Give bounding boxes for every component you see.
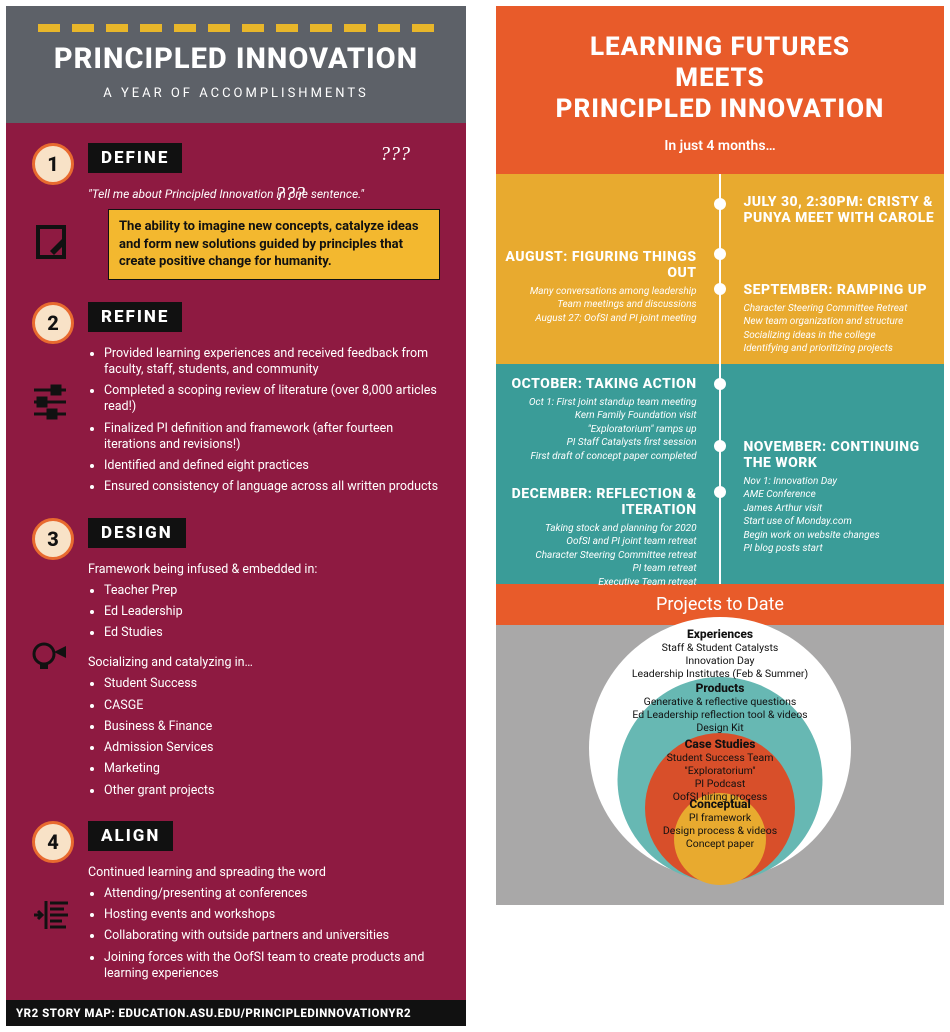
idea-icon bbox=[28, 636, 76, 684]
list-item: Joining forces with the OofSI team to cr… bbox=[104, 950, 440, 983]
step-design: 3 DESIGN Framework being infused & embed… bbox=[32, 518, 440, 799]
timeline-entry-head: NOVEMBER: CONTINUING THE WORK bbox=[743, 439, 944, 471]
list-item: CASGE bbox=[104, 698, 440, 714]
ring-text: Student Success Team"Exploratorium"PI Po… bbox=[600, 751, 840, 804]
list-item: Teacher Prep bbox=[104, 583, 440, 599]
step-title: ALIGN bbox=[88, 821, 173, 851]
timeline-teal: OCTOBER: TAKING ACTION Oct 1: First joint… bbox=[496, 364, 944, 584]
design-bullets-1: Teacher Prep Ed Leadership Ed Studies bbox=[104, 583, 440, 642]
right-title-3: PRINCIPLED INNOVATION bbox=[508, 94, 932, 125]
list-item: Ed Studies bbox=[104, 625, 440, 641]
projects-body: ExperiencesStaff & Student CatalystsInno… bbox=[496, 625, 944, 905]
right-infographic: LEARNING FUTURES MEETS PRINCIPLED INNOVA… bbox=[496, 6, 944, 1026]
step-title: DESIGN bbox=[88, 518, 186, 548]
step-number: 2 bbox=[32, 302, 74, 344]
timeline-entry: SEPTEMBER: RAMPING UP Character Steering … bbox=[733, 282, 944, 356]
ring-text: PI frameworkDesign process & videosConce… bbox=[600, 811, 840, 850]
timeline-entry: JULY 30, 2:30PM: CRISTY & PUNYA MEET WIT… bbox=[733, 194, 944, 230]
step-tagline: "Tell me about Principled Innovation in … bbox=[88, 187, 440, 201]
list-item: Business & Finance bbox=[104, 719, 440, 735]
ring-title: Case Studies bbox=[600, 737, 840, 751]
project-ring-label: ConceptualPI frameworkDesign process & v… bbox=[600, 797, 840, 850]
project-ring-label: ExperiencesStaff & Student CatalystsInno… bbox=[600, 627, 840, 680]
timeline-entry-head: JULY 30, 2:30PM: CRISTY & PUNYA MEET WIT… bbox=[743, 194, 944, 226]
definition-highlight: The ability to imagine new concepts, cat… bbox=[108, 209, 440, 280]
timeline-gold: JULY 30, 2:30PM: CRISTY & PUNYA MEET WIT… bbox=[496, 174, 944, 364]
timeline-entry-detail: Character Steering Committee RetreatNew … bbox=[743, 302, 944, 356]
ring-title: Conceptual bbox=[600, 797, 840, 811]
list-item: Hosting events and workshops bbox=[104, 907, 440, 923]
align-intro: Continued learning and spreading the wor… bbox=[88, 865, 440, 880]
timeline-entry: DECEMBER: REFLECTION & ITERATION Taking s… bbox=[496, 486, 707, 590]
ring-title: Products bbox=[600, 681, 840, 695]
ring-text: Generative & reflective questionsEd Lead… bbox=[600, 695, 840, 734]
timeline-entry-detail: Taking stock and planning for 2020OofSI … bbox=[496, 522, 697, 590]
align-bullets: Attending/presenting at conferences Host… bbox=[104, 886, 440, 982]
timeline-entry-head: AUGUST: FIGURING THINGS OUT bbox=[496, 249, 697, 281]
timeline-entry-detail: Many conversations among leadershipTeam … bbox=[496, 285, 697, 326]
timeline-entry-head: SEPTEMBER: RAMPING UP bbox=[743, 282, 944, 298]
list-item: Other grant projects bbox=[104, 783, 440, 799]
design-bullets-2: Student Success CASGE Business & Finance… bbox=[104, 676, 440, 799]
step-title: DEFINE bbox=[88, 143, 182, 173]
ring-text: Staff & Student CatalystsInnovation DayL… bbox=[600, 641, 840, 680]
project-ring-label: Case StudiesStudent Success Team"Explora… bbox=[600, 737, 840, 804]
list-item: Collaborating with outside partners and … bbox=[104, 928, 440, 944]
timeline-entry-detail: Nov 1: Innovation DayAME ConferenceJames… bbox=[743, 475, 944, 556]
timeline-entry-detail: Oct 1: First joint standup team meetingK… bbox=[496, 396, 697, 464]
timeline-entry: AUGUST: FIGURING THINGS OUT Many conversa… bbox=[496, 249, 707, 326]
timeline-dot bbox=[714, 248, 726, 260]
list-item: Ed Leadership bbox=[104, 604, 440, 620]
timeline-dot bbox=[714, 198, 726, 210]
project-ring-label: ProductsGenerative & reflective question… bbox=[600, 681, 840, 734]
step-number: 1 bbox=[32, 143, 74, 185]
right-title-2: MEETS bbox=[508, 63, 932, 94]
right-subtitle: In just 4 months… bbox=[508, 138, 932, 154]
edit-icon bbox=[32, 221, 74, 267]
timeline-line bbox=[719, 364, 721, 584]
timeline-dot bbox=[714, 283, 726, 295]
left-subtitle: A YEAR OF ACCOMPLISHMENTS bbox=[18, 86, 454, 101]
align-icon bbox=[28, 893, 76, 941]
right-title-1: LEARNING FUTURES bbox=[508, 32, 932, 63]
design-intro-1: Framework being infused & embedded in: bbox=[88, 562, 440, 577]
refine-bullets: Provided learning experiences and receiv… bbox=[104, 346, 440, 496]
step-align: 4 ALIGN Continued learning and spreading… bbox=[32, 821, 440, 982]
list-item: Completed a scoping review of literature… bbox=[104, 383, 440, 416]
left-footer: YR2 STORY MAP: EDUCATION.ASU.EDU/PRINCIP… bbox=[6, 1000, 466, 1026]
timeline-entry: NOVEMBER: CONTINUING THE WORK Nov 1: Inno… bbox=[733, 439, 944, 556]
timeline-dot bbox=[714, 440, 726, 452]
step-refine: 2 REFINE Provided learning experiences a… bbox=[32, 302, 440, 496]
list-item: Identified and defined eight practices bbox=[104, 458, 440, 474]
step-number: 3 bbox=[32, 518, 74, 560]
question-marks-icon: ??? bbox=[275, 183, 305, 206]
list-item: Admission Services bbox=[104, 740, 440, 756]
list-item: Student Success bbox=[104, 676, 440, 692]
right-header: LEARNING FUTURES MEETS PRINCIPLED INNOVA… bbox=[496, 6, 944, 174]
list-item: Marketing bbox=[104, 761, 440, 777]
step-number: 4 bbox=[32, 821, 74, 863]
dashed-divider bbox=[38, 24, 434, 32]
sliders-icon bbox=[28, 380, 76, 428]
ring-title: Experiences bbox=[600, 627, 840, 641]
list-item: Ensured consistency of language across a… bbox=[104, 479, 440, 495]
left-title: PRINCIPLED INNOVATION bbox=[18, 42, 454, 76]
left-header: PRINCIPLED INNOVATION A YEAR OF ACCOMPLI… bbox=[6, 6, 466, 123]
list-item: Finalized PI definition and framework (a… bbox=[104, 421, 440, 454]
timeline-entry-head: DECEMBER: REFLECTION & ITERATION bbox=[496, 486, 697, 518]
step-title: REFINE bbox=[88, 302, 182, 332]
timeline-dot bbox=[714, 486, 726, 498]
timeline-entry: OCTOBER: TAKING ACTION Oct 1: First joint… bbox=[496, 376, 707, 464]
design-intro-2: Socializing and catalyzing in… bbox=[88, 655, 440, 670]
timeline-dot bbox=[714, 378, 726, 390]
left-body: 1 DEFINE ??? "Tell me about Principled I… bbox=[6, 123, 466, 1000]
left-infographic: PRINCIPLED INNOVATION A YEAR OF ACCOMPLI… bbox=[6, 6, 466, 1026]
list-item: Provided learning experiences and receiv… bbox=[104, 346, 440, 379]
timeline-entry-head: OCTOBER: TAKING ACTION bbox=[496, 376, 697, 392]
question-marks-icon: ??? bbox=[380, 143, 410, 166]
list-item: Attending/presenting at conferences bbox=[104, 886, 440, 902]
step-define: 1 DEFINE ??? "Tell me about Principled I… bbox=[32, 143, 440, 280]
